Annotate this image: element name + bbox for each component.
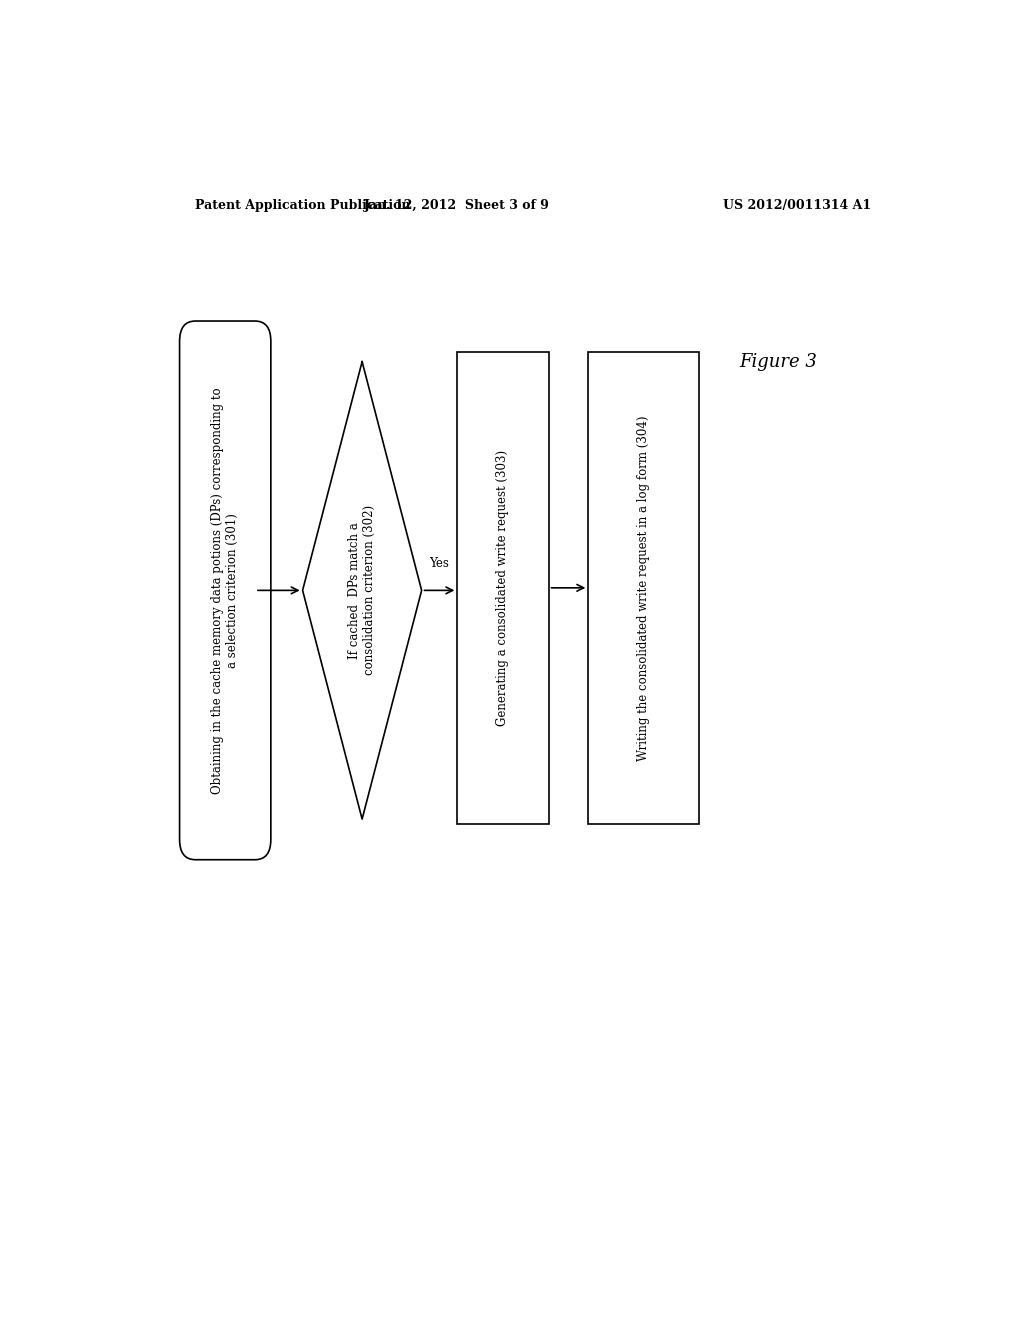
Text: Jan. 12, 2012  Sheet 3 of 9: Jan. 12, 2012 Sheet 3 of 9 [365, 199, 550, 213]
Text: If cached  DPs match a
consolidation criterion (302): If cached DPs match a consolidation crit… [348, 506, 376, 676]
Text: Yes: Yes [429, 557, 450, 570]
Text: Generating a consolidated write request (303): Generating a consolidated write request … [497, 450, 510, 726]
Text: Writing the consolidated write request in a log form (304): Writing the consolidated write request i… [637, 414, 650, 760]
Bar [458, 351, 549, 824]
Text: US 2012/0011314 A1: US 2012/0011314 A1 [723, 199, 871, 213]
Bar [588, 351, 699, 824]
Text: Obtaining in the cache memory data potions (DPs) corresponding to
a selection cr: Obtaining in the cache memory data potio… [211, 387, 240, 793]
FancyBboxPatch shape [179, 321, 270, 859]
Text: Patent Application Publication: Patent Application Publication [196, 199, 411, 213]
Text: Figure 3: Figure 3 [739, 352, 817, 371]
